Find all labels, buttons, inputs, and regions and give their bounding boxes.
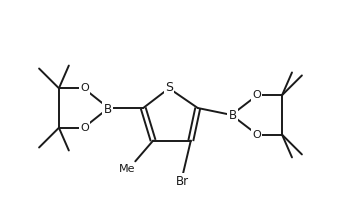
Text: B: B bbox=[103, 102, 112, 116]
Text: O: O bbox=[80, 123, 89, 133]
Text: O: O bbox=[80, 83, 89, 93]
Text: Br: Br bbox=[176, 175, 189, 187]
Text: S: S bbox=[165, 81, 173, 94]
Text: Me: Me bbox=[119, 164, 136, 174]
Text: O: O bbox=[252, 130, 261, 140]
Text: B: B bbox=[228, 109, 237, 123]
Text: O: O bbox=[252, 90, 261, 100]
